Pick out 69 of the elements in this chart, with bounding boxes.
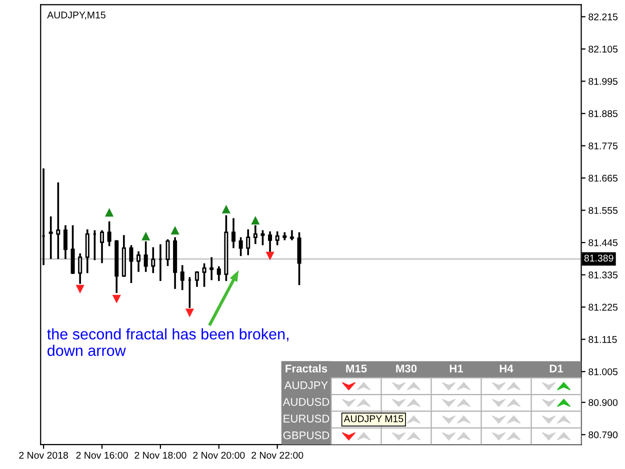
point [105, 208, 114, 217]
y-tick-label: 80.900 [588, 399, 618, 406]
candlestick [63, 225, 68, 259]
candlestick [85, 229, 90, 274]
candlestick [144, 241, 148, 272]
candlestick [275, 231, 280, 246]
candlestick [166, 239, 170, 266]
candlestick [180, 265, 184, 290]
category-label: H1 [450, 364, 464, 372]
y-tick-label: 81.445 [588, 239, 618, 246]
candlestick [151, 247, 156, 274]
category-label: AUDUSD [282, 398, 330, 406]
candlestick [238, 237, 243, 256]
point [251, 216, 260, 225]
category-label: EURUSD [284, 414, 330, 423]
candlestick [202, 263, 206, 287]
candlestick [78, 253, 82, 284]
candlestick [231, 218, 236, 248]
point [112, 294, 121, 304]
y-tick-label: 81.005 [588, 368, 618, 376]
y-tick-label: 81.335 [588, 272, 618, 278]
y-tick-label: 81.995 [588, 78, 618, 85]
candlestick [48, 216, 53, 259]
annotation: the second fractal has been broken, down arrow [47, 328, 288, 356]
annotation: AUDJPY M15 [344, 415, 404, 422]
category-label: M15 [346, 364, 367, 372]
point [222, 204, 230, 214]
y-tick-label: 81.665 [588, 174, 618, 182]
point [266, 252, 274, 260]
text: AUDJPY,M15 [47, 12, 106, 20]
category-label: GBPUSD [283, 431, 330, 440]
category-label: H4 [500, 364, 514, 372]
candlestick [136, 251, 141, 272]
candlestick [70, 225, 75, 274]
x-tick-label: 2 Nov 16:00 [76, 452, 128, 459]
candlestick [107, 221, 112, 246]
x-tick-label: 2 Nov 22:00 [252, 452, 304, 459]
point [170, 226, 180, 235]
y-tick-label: 80.790 [588, 431, 618, 438]
text: Fractals [286, 364, 328, 372]
point [142, 232, 150, 240]
category-label: M30 [396, 364, 417, 372]
candlestick [216, 266, 221, 281]
y-tick-label: 81.555 [588, 207, 618, 214]
point [185, 308, 194, 318]
category-label: AUDJPY [284, 381, 328, 390]
y-tick-label: 82.215 [588, 13, 618, 20]
candlestick [290, 230, 294, 240]
x-tick-label: 2 Nov 20:00 [193, 452, 245, 459]
candlestick [56, 182, 60, 259]
point [76, 284, 84, 294]
candlestick [194, 271, 199, 287]
candlestick [129, 245, 134, 284]
x-tick-label: 2 Nov 2018 [19, 452, 68, 459]
candlestick [210, 257, 214, 280]
candlestick [282, 232, 287, 240]
candlestick [100, 230, 104, 264]
candlestick [268, 231, 272, 252]
candlestick [260, 230, 265, 246]
y-tick-label: 81.225 [588, 304, 618, 311]
y-tick-label: 82.105 [588, 46, 618, 53]
x-tick-label: 2 Nov 18:00 [134, 452, 186, 459]
category-label: D1 [550, 364, 564, 372]
y-tick-label: 81.775 [588, 142, 618, 150]
ref-line-label: 81.389 [584, 254, 614, 262]
candlestick [253, 225, 258, 244]
y-tick-label: 81.885 [588, 110, 618, 118]
candlestick [246, 229, 250, 256]
y-tick-label: 81.115 [588, 336, 617, 343]
